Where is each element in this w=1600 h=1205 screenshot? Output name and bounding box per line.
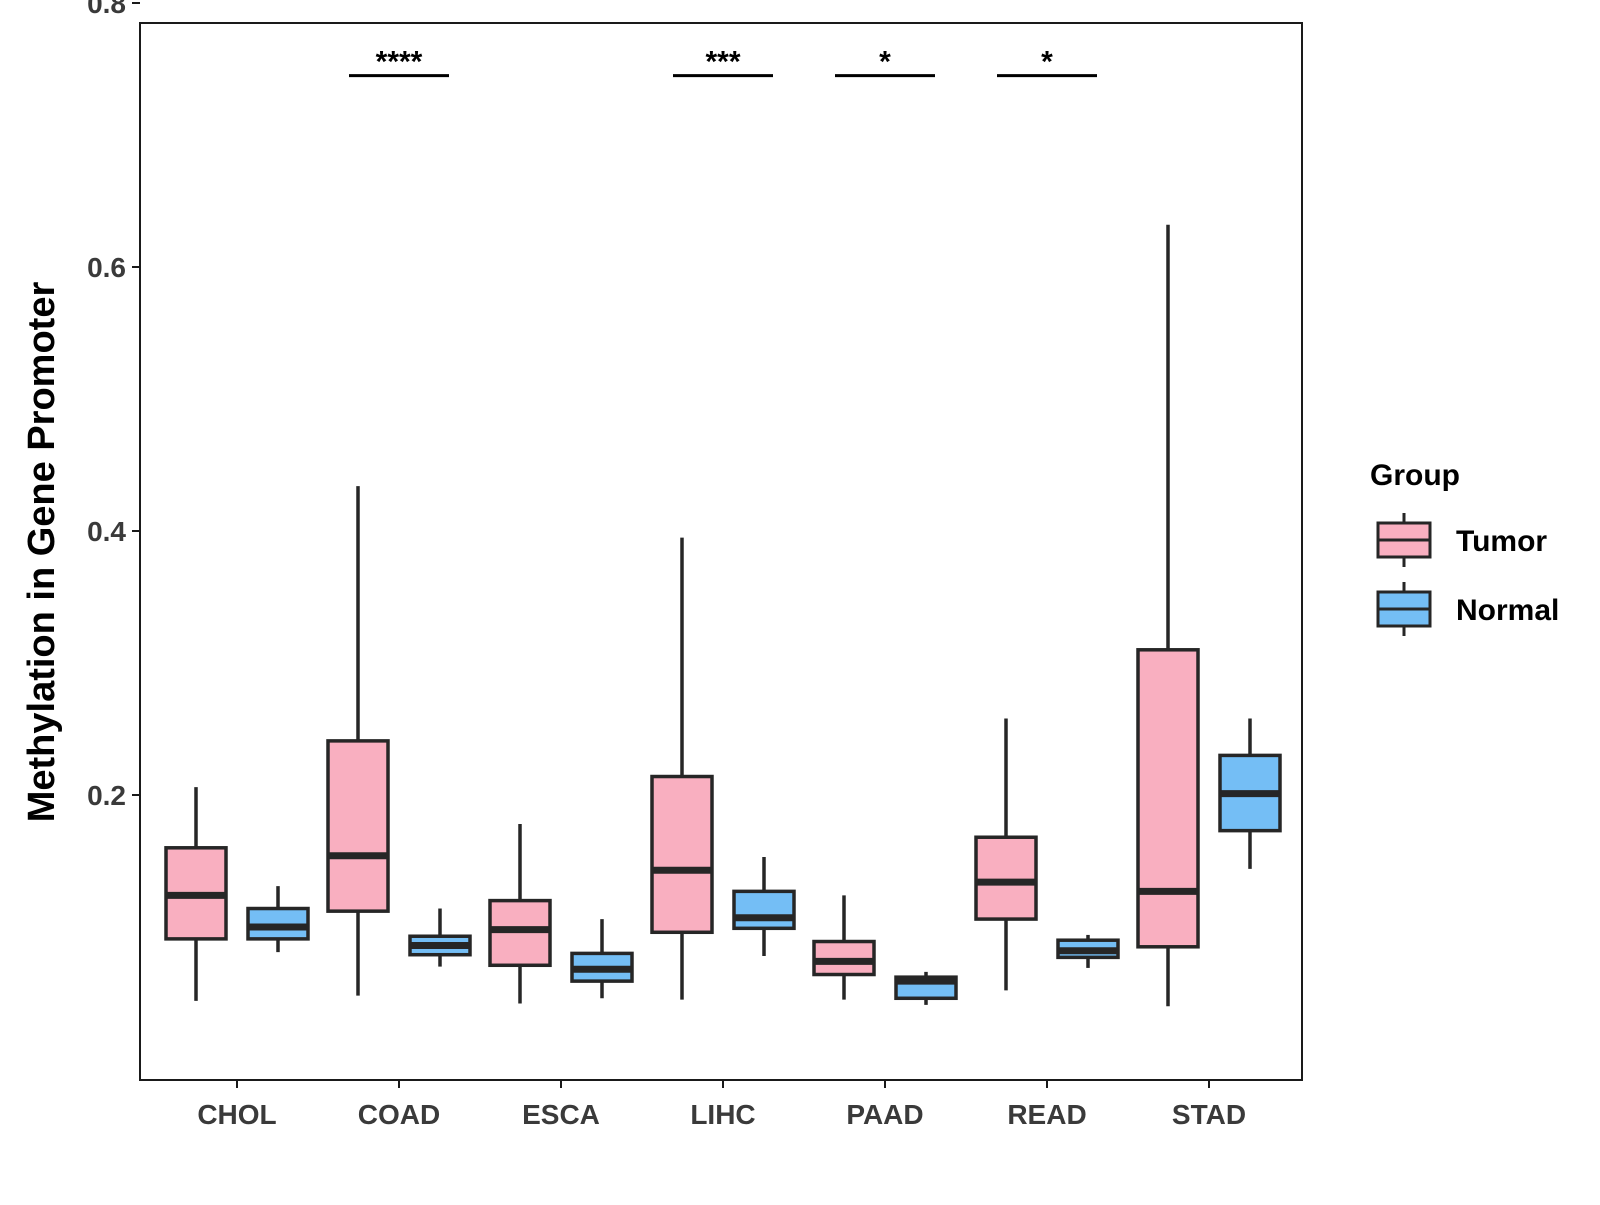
plot-panel-border (139, 22, 1303, 1081)
sig-label-read: * (1041, 46, 1053, 79)
legend-title: Group (1370, 459, 1460, 492)
y-tick-label-0.2: 0.2 (87, 780, 126, 811)
box-normal-lihc (732, 889, 796, 931)
box-tumor-coad (326, 739, 390, 913)
box-tumor-lihc (650, 774, 714, 935)
x-tick-label-esca: ESCA (522, 1099, 600, 1130)
x-tick-label-lihc: LIHC (690, 1099, 755, 1130)
box-tumor-stad (1136, 648, 1200, 949)
legend-label-normal: Normal (1456, 594, 1559, 627)
sig-label-lihc: *** (705, 46, 740, 79)
sig-label-coad: **** (376, 46, 423, 79)
y-axis-title: Methylation in Gene Promoter (21, 282, 63, 823)
y-tick-label-0.4: 0.4 (87, 516, 126, 547)
box-tumor-read (974, 835, 1038, 921)
y-tick-label-0.6: 0.6 (87, 252, 126, 283)
x-tick-label-coad: COAD (358, 1099, 440, 1130)
y-tick-label-0.8: 0.8 (87, 0, 126, 19)
x-tick-label-stad: STAD (1172, 1099, 1246, 1130)
legend-label-tumor: Tumor (1456, 525, 1547, 558)
x-tick-label-paad: PAAD (846, 1099, 923, 1130)
sig-label-paad: * (879, 46, 891, 79)
x-tick-label-chol: CHOL (197, 1099, 276, 1130)
x-tick-label-read: READ (1007, 1099, 1086, 1130)
